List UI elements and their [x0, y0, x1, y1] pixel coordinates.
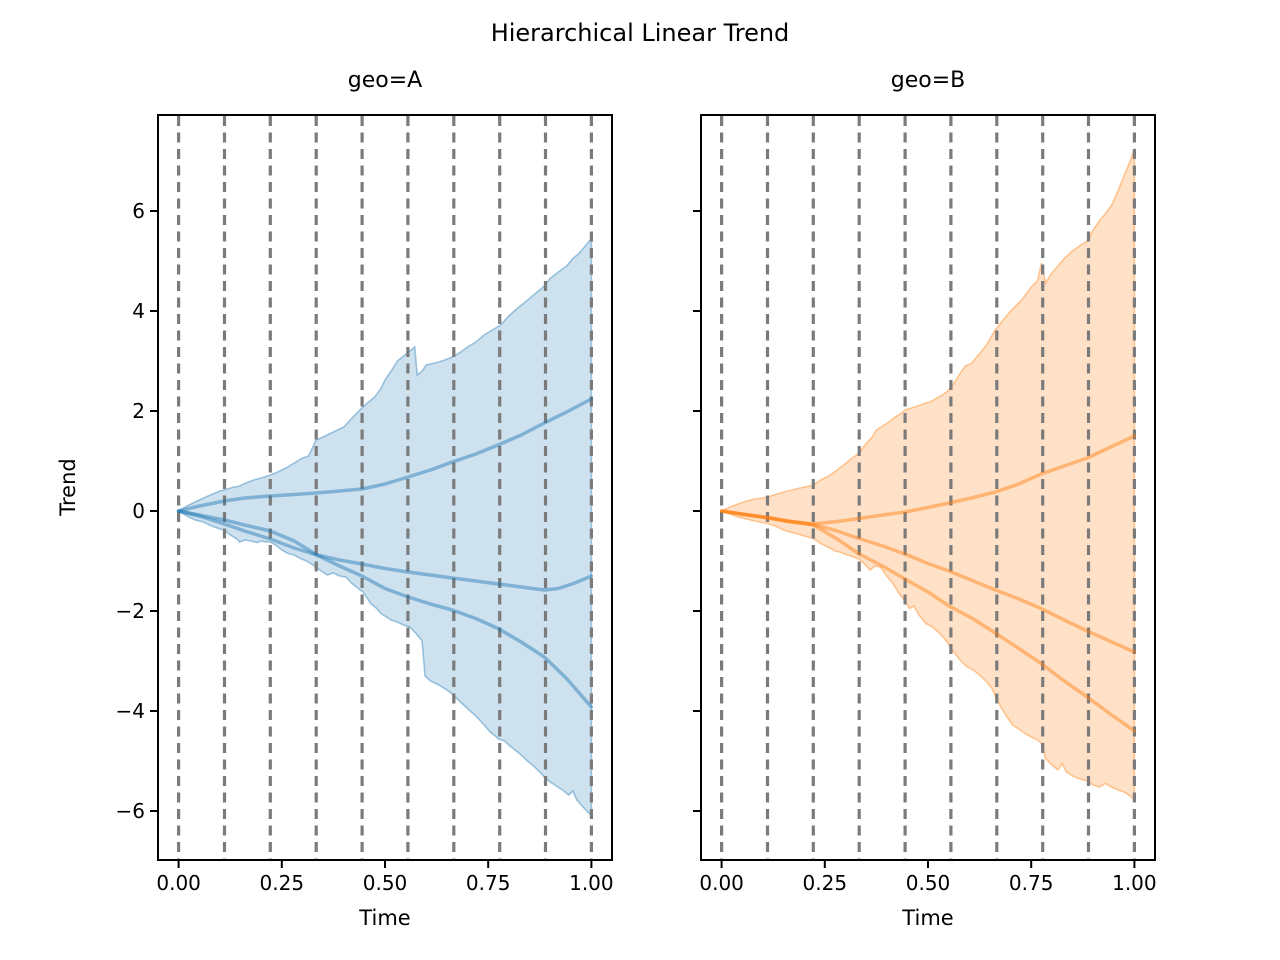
y-tick-label: 6 [132, 199, 145, 223]
y-tick-label: −4 [115, 699, 145, 723]
x-tick-label: 0.50 [362, 871, 408, 895]
trend-line-middle-geo-a [176, 509, 594, 592]
x-tick-label: 0.50 [905, 871, 951, 895]
y-tick-label: 0 [132, 499, 145, 523]
x-axis-label-geo-a: Time [359, 906, 411, 930]
trend-line-middle-geo-b [719, 509, 1137, 654]
figure-title: Hierarchical Linear Trend [490, 19, 790, 47]
subplot-title-geo-b: geo=B [890, 68, 966, 93]
subplot-geo-a [150, 114, 613, 868]
subplot-title-geo-a: geo=A [347, 68, 423, 93]
y-tick-label: −6 [115, 799, 145, 823]
x-tick-label: 0.75 [465, 871, 511, 895]
trend-line-upper-geo-a [176, 397, 594, 513]
y-tick-label: 2 [132, 399, 145, 423]
x-tick-label: 0.25 [802, 871, 848, 895]
subplot-geo-b [693, 114, 1156, 868]
x-tick-label: 1.00 [569, 871, 614, 895]
trend-line-lower-geo-a [176, 509, 594, 709]
x-tick-label: 1.00 [1112, 871, 1157, 895]
credible-band-geo-a [177, 236, 593, 819]
y-axis-label: Trend [56, 458, 80, 516]
y-tick-label: −2 [115, 599, 145, 623]
credible-band-geo-b [719, 148, 1136, 802]
y-tick-label: 4 [132, 299, 145, 323]
x-tick-label: 0.00 [156, 871, 201, 895]
x-tick-label: 0.25 [259, 871, 305, 895]
x-tick-label: 0.75 [1008, 871, 1054, 895]
trend-line-lower-geo-b [719, 509, 1137, 733]
trend-line-upper-geo-b [719, 434, 1137, 526]
x-axis-label-geo-b: Time [902, 906, 954, 930]
x-tick-label: 0.00 [699, 871, 744, 895]
